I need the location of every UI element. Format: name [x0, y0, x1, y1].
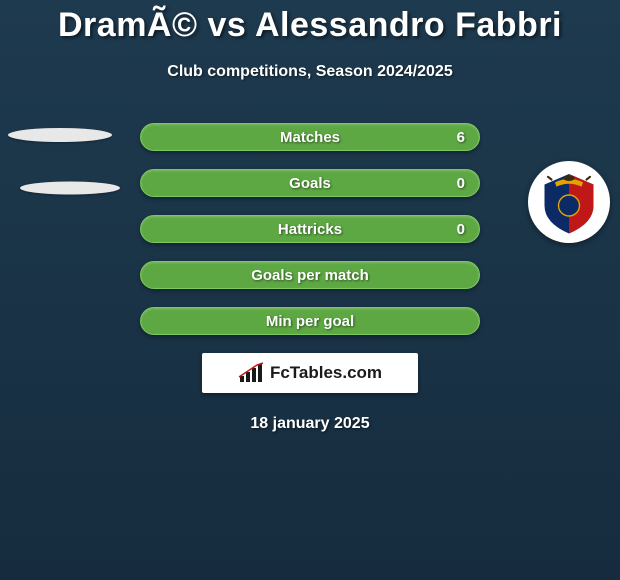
- stat-value-right: 6: [457, 129, 465, 146]
- stat-label: Goals per match: [251, 267, 369, 284]
- stat-value-right: 0: [457, 175, 465, 192]
- stat-row-hattricks: Hattricks 0: [10, 215, 610, 243]
- page-title: DramÃ© vs Alessandro Fabbri: [0, 0, 620, 45]
- stat-label: Goals: [289, 175, 331, 192]
- stat-bar: Goals 0: [140, 169, 480, 197]
- fctables-logo[interactable]: FcTables.com: [202, 353, 418, 393]
- logo-text: FcTables.com: [270, 363, 382, 383]
- stat-value-right: 0: [457, 221, 465, 238]
- stat-bar: Matches 6: [140, 123, 480, 151]
- stat-label: Hattricks: [278, 221, 342, 238]
- stat-bar: Min per goal: [140, 307, 480, 335]
- stat-row-matches: Matches 6: [10, 123, 610, 151]
- stat-row-goals: Goals 0: [10, 169, 610, 197]
- stat-bar: Goals per match: [140, 261, 480, 289]
- subtitle: Club competitions, Season 2024/2025: [0, 63, 620, 81]
- bar-chart-icon: [238, 362, 264, 384]
- stat-row-min-per-goal: Min per goal: [10, 307, 610, 335]
- stat-label: Min per goal: [266, 313, 354, 330]
- stats-area: Matches 6 Goals 0 Hattricks 0 Goals per …: [0, 123, 620, 335]
- stat-row-goals-per-match: Goals per match: [10, 261, 610, 289]
- stat-bar: Hattricks 0: [140, 215, 480, 243]
- stat-label: Matches: [280, 129, 340, 146]
- date-label: 18 january 2025: [0, 415, 620, 433]
